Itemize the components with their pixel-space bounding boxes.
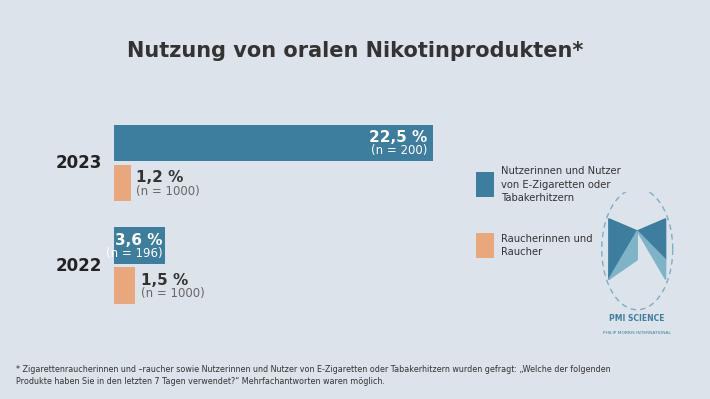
FancyBboxPatch shape bbox=[476, 172, 494, 197]
Polygon shape bbox=[609, 219, 638, 279]
Text: Nutzerinnen und Nutzer
von E-Zigaretten oder
Tabakerhitzern: Nutzerinnen und Nutzer von E-Zigaretten … bbox=[501, 166, 621, 203]
Polygon shape bbox=[638, 219, 666, 260]
Text: 2023: 2023 bbox=[56, 154, 102, 172]
Text: 1,5 %: 1,5 % bbox=[141, 273, 188, 288]
Text: 2022: 2022 bbox=[56, 257, 102, 275]
Text: * Zigarettenraucherinnen und –raucher sowie Nutzerinnen und Nutzer von E-Zigaret: * Zigarettenraucherinnen und –raucher so… bbox=[16, 365, 611, 387]
Text: Raucherinnen und
Raucher: Raucherinnen und Raucher bbox=[501, 234, 593, 257]
Text: (n = 1000): (n = 1000) bbox=[136, 185, 200, 198]
Text: (n = 200): (n = 200) bbox=[371, 144, 427, 158]
Text: Nutzung von oralen Nikotinprodukten*: Nutzung von oralen Nikotinprodukten* bbox=[127, 41, 583, 61]
Bar bbox=[114, 267, 135, 304]
Text: (n = 1000): (n = 1000) bbox=[141, 287, 204, 300]
Text: PHILIP MORRIS INTERNATIONAL: PHILIP MORRIS INTERNATIONAL bbox=[604, 330, 671, 334]
Bar bbox=[114, 227, 165, 264]
Text: PMI SCIENCE: PMI SCIENCE bbox=[609, 314, 665, 323]
FancyBboxPatch shape bbox=[476, 233, 494, 258]
Polygon shape bbox=[609, 231, 638, 279]
Bar bbox=[114, 165, 131, 201]
Bar bbox=[114, 125, 433, 161]
Polygon shape bbox=[638, 231, 666, 279]
Text: 22,5 %: 22,5 % bbox=[369, 130, 427, 145]
Text: 1,2 %: 1,2 % bbox=[136, 170, 184, 186]
Text: 3,6 %: 3,6 % bbox=[115, 233, 163, 248]
Text: (n = 196): (n = 196) bbox=[106, 247, 163, 260]
